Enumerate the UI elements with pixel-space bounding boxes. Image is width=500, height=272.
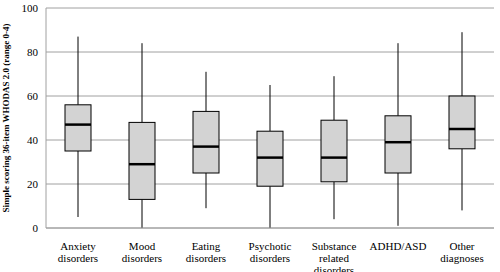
svg-text:60: 60	[27, 90, 39, 102]
svg-text:ADHD/ASD: ADHD/ASD	[370, 240, 427, 252]
svg-text:Psychoticdisorders: Psychoticdisorders	[249, 240, 292, 264]
svg-text:0: 0	[33, 222, 39, 234]
svg-text:Eatingdisorders: Eatingdisorders	[186, 240, 226, 264]
svg-text:20: 20	[27, 178, 39, 190]
svg-text:Anxietydisorders: Anxietydisorders	[58, 240, 98, 264]
svg-text:Simple scoring 36-item WHODAS: Simple scoring 36-item WHODAS 2.0 (range…	[8, 23, 11, 212]
svg-text:40: 40	[27, 134, 39, 146]
svg-text:100: 100	[22, 2, 39, 14]
svg-text:Otherdiagnoses: Otherdiagnoses	[440, 240, 483, 264]
svg-text:Mooddisorders: Mooddisorders	[122, 240, 162, 264]
svg-text:Substancerelateddisorders: Substancerelateddisorders	[312, 240, 357, 272]
svg-text:80: 80	[27, 46, 39, 58]
